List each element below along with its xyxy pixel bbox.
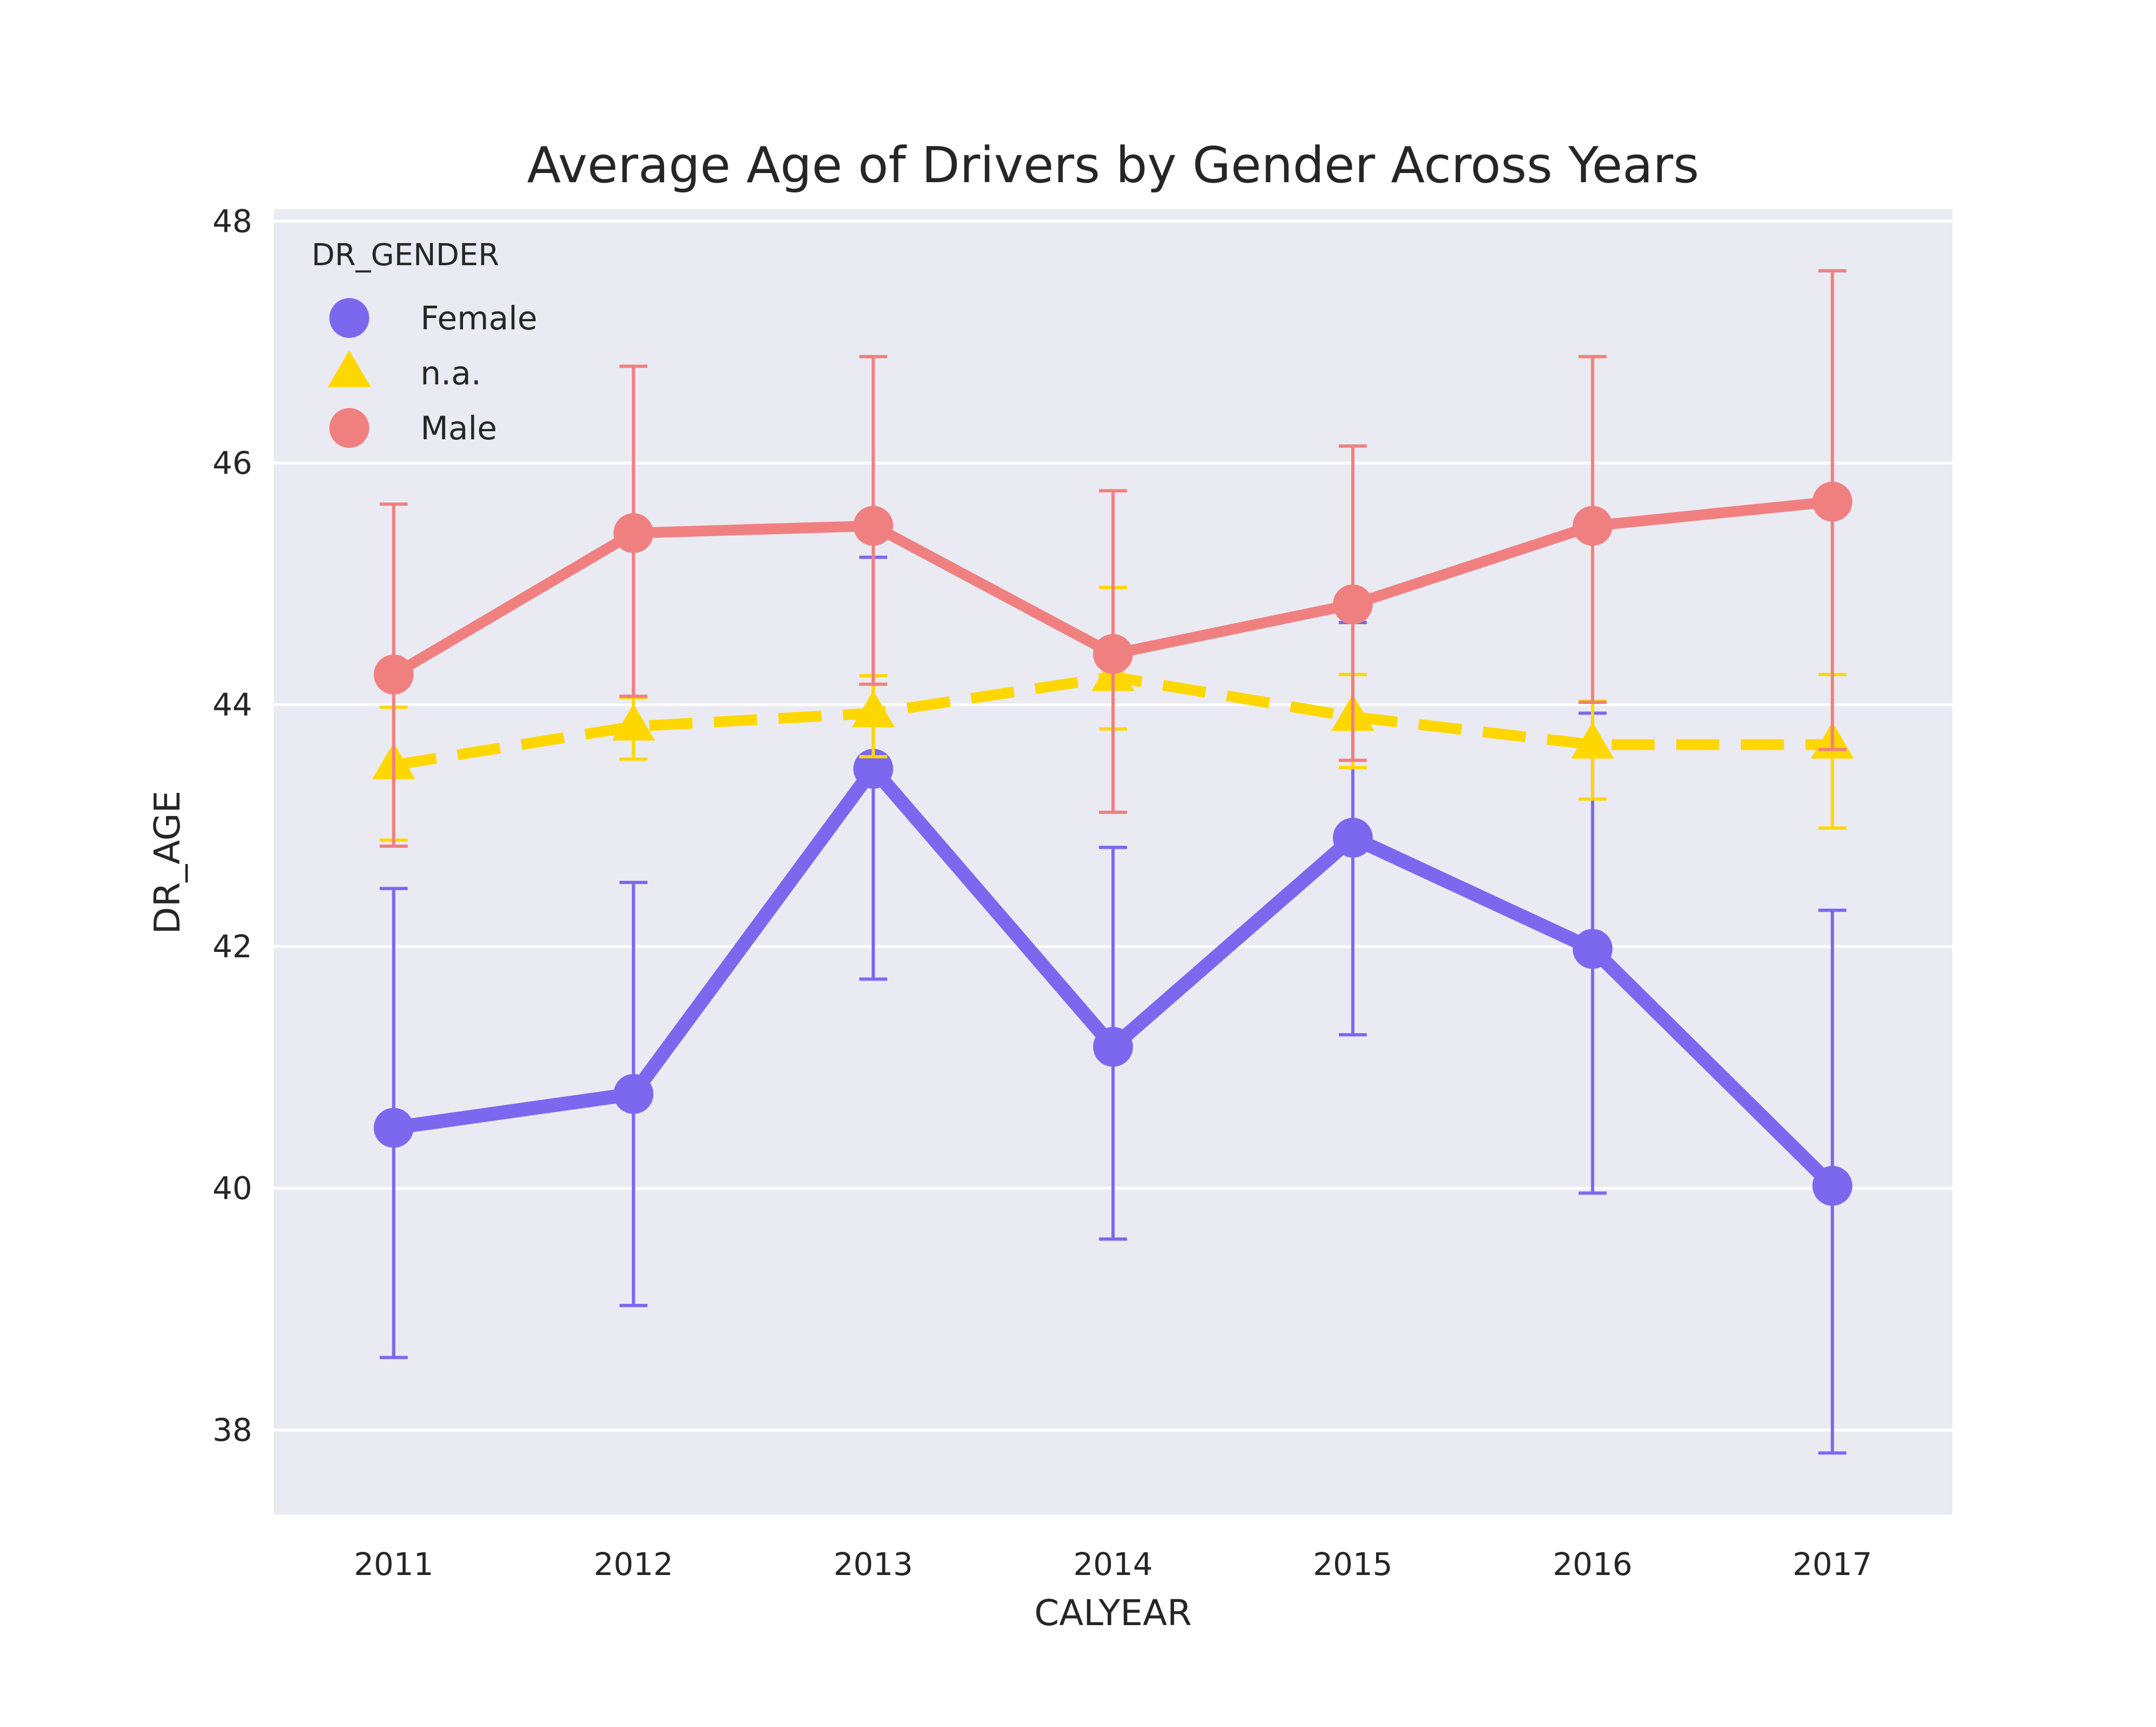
point-male-2014 (1093, 634, 1133, 674)
legend-item-female: Female (329, 298, 537, 338)
point-female-2011 (374, 1108, 414, 1148)
chart-title: Average Age of Drivers by Gender Across … (527, 136, 1699, 194)
x-tick-label-2013: 2013 (833, 1546, 913, 1583)
x-tick-label-2015: 2015 (1313, 1546, 1393, 1583)
point-male-2017 (1812, 481, 1853, 522)
legend-item-male: Male (329, 408, 497, 448)
legend-items: Female n.a. Male (328, 298, 537, 448)
legend: DR_GENDER Female n.a. Male (312, 238, 537, 448)
y-tick-label-48: 48 (212, 203, 252, 239)
x-tick-label-2014: 2014 (1073, 1546, 1153, 1583)
series-female (374, 555, 1853, 1455)
legend-label-male: Male (420, 410, 497, 447)
point-female-2015 (1332, 818, 1373, 858)
x-tick-label-2017: 2017 (1793, 1546, 1872, 1583)
point-male-2013 (853, 506, 894, 546)
y-tick-label-44: 44 (212, 686, 252, 723)
y-axis-label: DR_AGE (147, 791, 188, 935)
y-tick-label-40: 40 (212, 1170, 252, 1207)
legend-item-na: n.a. (328, 350, 481, 392)
point-female-2014 (1093, 1027, 1133, 1067)
x-tick-label-2011: 2011 (354, 1546, 434, 1583)
point-female-2017 (1812, 1166, 1853, 1206)
axis-layer: 38 40 42 44 46 48 2011 2012 2013 2014 2015 2016 2017 (212, 203, 1872, 1583)
legend-label-na: n.a. (420, 355, 481, 392)
point-male-2016 (1572, 506, 1613, 546)
point-na-2013 (852, 690, 895, 728)
x-axis-label: CALYEAR (1034, 1592, 1192, 1634)
legend-marker-na (328, 350, 371, 388)
y-tick-label-46: 46 (212, 445, 252, 481)
point-female-2016 (1572, 929, 1613, 969)
point-male-2012 (613, 513, 654, 554)
point-female-2012 (613, 1074, 654, 1114)
point-na-2016 (1571, 722, 1614, 759)
series-male (374, 269, 1853, 848)
x-tick-label-2012: 2012 (593, 1546, 673, 1583)
point-female-2013 (853, 749, 894, 789)
point-male-2015 (1332, 584, 1373, 625)
point-na-2012 (612, 703, 655, 741)
series-layer (372, 269, 1854, 1455)
point-male-2011 (374, 654, 414, 695)
legend-title: DR_GENDER (312, 238, 499, 273)
legend-marker-male (329, 408, 369, 448)
legend-marker-female (329, 298, 369, 338)
y-tick-label-38: 38 (212, 1412, 252, 1448)
x-tick-label-2016: 2016 (1553, 1546, 1633, 1583)
legend-label-female: Female (420, 300, 537, 337)
y-tick-label-42: 42 (212, 928, 252, 965)
